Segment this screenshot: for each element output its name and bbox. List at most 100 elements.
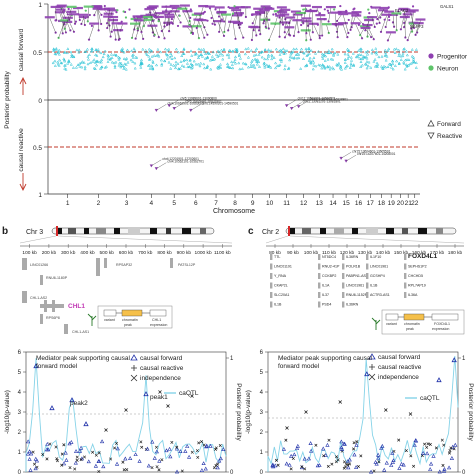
- panel-a-ytick-1: 1: [38, 2, 42, 9]
- independence-point: [62, 443, 66, 447]
- panel-c-gene-label: RNU2-41P: [322, 265, 340, 269]
- panel-a-forward-point: [399, 58, 403, 61]
- panel-a-gene-label-mark: [408, 9, 419, 12]
- panel-a-leader-line: [255, 28, 257, 36]
- independence-point: [166, 404, 170, 408]
- panel-a-leader-line: [252, 15, 257, 24]
- forward-point: [428, 461, 434, 466]
- panel-a-leader-line: [218, 13, 222, 32]
- forward-point: [364, 371, 370, 377]
- inset-b-variant: variant: [104, 318, 115, 322]
- panel-a-forward-point: [257, 65, 262, 68]
- panel-a-forward-point: [246, 55, 250, 59]
- panel-a-gene-label-mark: [108, 19, 119, 22]
- panel-a-forward-point: [389, 65, 393, 69]
- panel-a-top-point: [318, 12, 321, 15]
- panel-a-forward-point: [208, 58, 212, 62]
- forward-point: [27, 449, 32, 454]
- panel-a-forward-point: [126, 60, 130, 64]
- forward-point: [28, 451, 34, 456]
- panel-a-forward-point: [233, 57, 237, 61]
- panel-a-forward-point: [173, 56, 177, 60]
- panel-a-forward-point: [216, 65, 220, 69]
- panel-a-forward-point: [380, 64, 384, 68]
- panel-a-gene-label-mark: [66, 10, 77, 13]
- panel-a-top-point: [120, 20, 123, 23]
- panel-a-leader-line: [64, 7, 72, 29]
- panel-a-forward-point: [344, 64, 348, 68]
- forward-point: [428, 467, 433, 471]
- forward-point: [302, 456, 307, 461]
- panel-a-xlabel: Chromosome: [213, 208, 255, 215]
- panel-a-forward-point: [77, 50, 81, 54]
- panel-a-manhattan-plot: 1 0.5 0 0.5 1 Posterior probability caus…: [4, 2, 468, 215]
- panel-a-forward-point: [328, 67, 332, 71]
- forward-point: [376, 455, 381, 460]
- independence-point: [322, 454, 326, 458]
- panel-a-forward-point: [249, 65, 253, 68]
- panel-a-leader-line: [135, 18, 143, 39]
- panel-a-forward-point: [117, 57, 121, 61]
- inset-b-expression: expression: [150, 323, 167, 327]
- panel-a-forward-point: [320, 52, 324, 56]
- panel-a-top-point: [387, 6, 390, 9]
- panel-a-forward-point: [351, 51, 355, 55]
- panel-a-reactive-leader: [156, 162, 167, 169]
- panel-a-forward-point: [312, 63, 316, 67]
- panel-a-forward-point: [366, 49, 370, 53]
- panel-a-forward-point: [86, 57, 90, 61]
- panel-a-top-point: [268, 38, 271, 42]
- panel-a-forward-point: [186, 65, 190, 69]
- panel-a-y-ticks: 1 0.5 0 0.5 1: [33, 2, 48, 199]
- independence-point: [338, 400, 342, 404]
- panel-a-forward-point: [274, 61, 278, 65]
- panel-c-ruler-label: 150 kb: [394, 250, 409, 256]
- forward-point: [391, 458, 396, 463]
- panel-a-leader-line: [67, 22, 71, 31]
- panel-a-forward-point: [233, 61, 238, 65]
- panel-a-xtick-label: 21: [405, 200, 413, 207]
- panel-a-gene-label-mark: [104, 7, 115, 10]
- panel-a-reactive-label: chr15:13604601-13605501: [352, 149, 391, 153]
- panel-a-top-point: [274, 12, 278, 16]
- panel-a-forward-point: [194, 51, 198, 55]
- panel-a-top-point: [116, 9, 119, 12]
- panel-a-gene-label-mark: [72, 6, 83, 10]
- independence-point: [122, 468, 126, 472]
- independence-point: [274, 458, 278, 462]
- panel-a-leader-line: [279, 16, 281, 37]
- panel-a-top-point: [171, 22, 174, 25]
- panel-a-forward-point: [374, 50, 379, 54]
- panel-a-top-point: [114, 38, 117, 41]
- panel-a-forward-point: [147, 47, 151, 51]
- panel-a-forward-point: [249, 62, 253, 66]
- panel-a-leader-line: [377, 8, 385, 20]
- panel-a-forward-point: [403, 67, 407, 71]
- panel-a-forward-point: [370, 51, 374, 55]
- panel-a-reactive-label: chr4:10562101-10562701: [167, 160, 204, 164]
- panel-a-forward-point: [117, 55, 121, 59]
- panel-a-forward-point: [312, 60, 316, 64]
- panel-a-top-point: [345, 9, 348, 12]
- panel-a-reactive-label: chr11:10591801-10592501: [298, 97, 336, 101]
- panel-a-forward-point: [361, 55, 365, 58]
- forward-point: [157, 458, 162, 463]
- panel-c-gene-body: [270, 282, 273, 289]
- panel-a-forward-point: [78, 64, 82, 68]
- panel-a-gene-label-mark: [280, 8, 291, 11]
- panel-a-forward-point: [63, 66, 67, 70]
- panel-a-forward-point: [110, 60, 114, 64]
- panel-a-forward-point: [363, 55, 367, 59]
- panel-a-top-point: [288, 34, 292, 37]
- panel-a-forward-point: [397, 54, 401, 57]
- panel-a-top-point: [157, 36, 160, 39]
- panel-a-gene-label-mark: [251, 13, 262, 16]
- forward-point: [27, 456, 32, 461]
- panel-a-forward-point: [375, 52, 379, 56]
- panel-a-top-gene-label: GALS1: [440, 4, 454, 9]
- panel-a-top-point: [157, 20, 160, 23]
- panel-a-gene-label-mark: [351, 11, 362, 14]
- panel-a-forward-point: [347, 54, 351, 58]
- panel-a-gene-label-mark: [260, 18, 271, 21]
- panel-a-gene-label-mark: [140, 14, 151, 17]
